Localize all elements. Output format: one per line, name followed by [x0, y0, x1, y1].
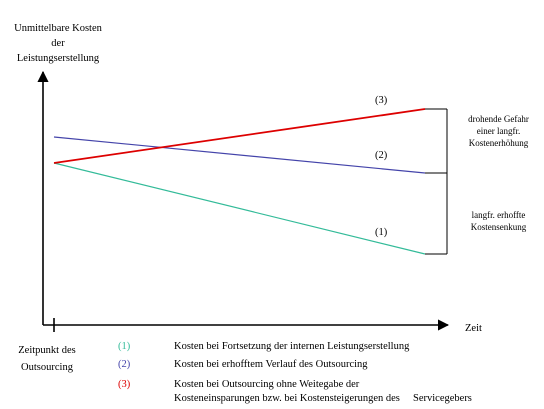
legend-text-1: Kosten bei Fortsetzung der internen Leis…: [174, 341, 410, 352]
line-expected: [53, 136, 426, 174]
line-marker-1: (1): [375, 227, 388, 238]
line-internal: [53, 162, 426, 255]
y-axis-label: Unmittelbare Kosten der Leistungserstell…: [14, 23, 102, 64]
legend-item-2: (2) Kosten bei erhofftem Verlauf des Out…: [118, 358, 538, 374]
line-risk: [53, 108, 426, 164]
x-axis-label: Zeit: [465, 323, 482, 334]
legend-item-1: (1) Kosten bei Fortsetzung der internen …: [118, 340, 538, 356]
legend-text-3b: Kosteneinsparungen bzw. bei Kostensteige…: [174, 393, 472, 404]
bracket-lower-label: langfr. erhoffte Kostensenkung: [470, 210, 527, 232]
legend-text-3a: Kosten bei Outsourcing ohne Weitegabe de…: [174, 379, 360, 390]
bracket-upper-label: drohende Gefahr einer langfr. Kostenerhö…: [468, 114, 529, 148]
line-marker-3: (3): [375, 95, 388, 106]
legend-text-2: Kosten bei erhofftem Verlauf des Outsour…: [174, 359, 368, 370]
legend-key-1: (1): [118, 341, 131, 352]
origin-label: Zeitpunkt des Outsourcing: [18, 345, 76, 373]
legend-item-3: (3) Kosten bei Outsourcing ohne Weitegab…: [118, 378, 538, 408]
legend-key-2: (2): [118, 359, 131, 370]
line-marker-2: (2): [375, 150, 388, 161]
legend-key-3: (3): [118, 379, 131, 390]
